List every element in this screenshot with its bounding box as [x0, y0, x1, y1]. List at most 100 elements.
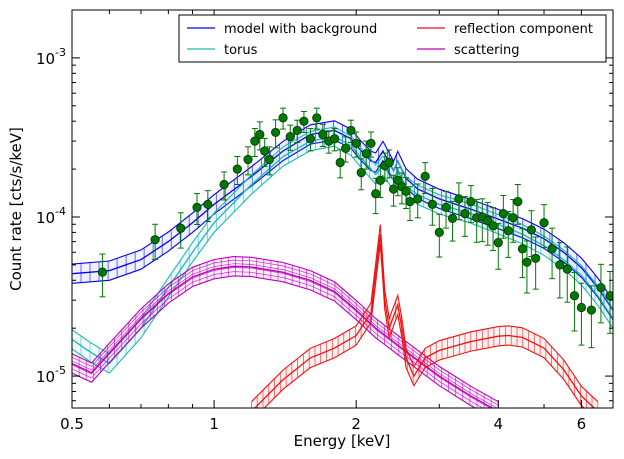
data-point: [508, 213, 518, 223]
data-point: [329, 134, 340, 144]
band-lower-reflection-component: [263, 243, 585, 408]
legend-label: model with background: [224, 22, 377, 37]
x-tick-label: 6: [577, 415, 587, 433]
legend-label: scattering: [454, 43, 520, 58]
data-point: [513, 196, 523, 207]
series-line-reflection-component: [253, 234, 596, 408]
x-tick-label: 1: [209, 415, 219, 433]
data-point: [586, 305, 597, 315]
error-bar: [607, 270, 613, 334]
x-tick-label: 0.5: [60, 415, 84, 433]
data-point: [371, 189, 381, 199]
data-point: [413, 194, 423, 204]
data-point: [285, 132, 295, 142]
data-point: [232, 164, 242, 174]
data-point: [203, 199, 213, 209]
series-line-torus: [72, 135, 613, 365]
hatch-row: [72, 263, 498, 408]
legend: model with background reflection componen…: [178, 14, 607, 63]
data-point: [576, 302, 586, 313]
data-point: [264, 154, 275, 165]
data-point: [243, 154, 253, 165]
data-point: [555, 260, 565, 270]
hatch-row: [72, 271, 484, 408]
data-point: [447, 213, 458, 223]
data-point: [420, 171, 430, 181]
band-upper-scattering: [72, 256, 499, 403]
y-tick-label: 10-3: [36, 46, 66, 68]
data-point: [346, 125, 356, 136]
x-tick-label: 4: [494, 415, 504, 433]
error-bar: [571, 271, 578, 332]
error-bar: [523, 240, 530, 294]
data-point: [427, 199, 437, 209]
data-point: [292, 125, 302, 136]
hatch-row: [72, 259, 499, 406]
data-point: [278, 113, 288, 123]
data-point: [219, 179, 229, 190]
data-point: [255, 129, 265, 140]
legend-label: reflection component: [454, 22, 593, 37]
data-point: [361, 149, 371, 159]
axis-ticks: [71, 10, 614, 408]
data-point: [384, 157, 394, 168]
data-point: [569, 291, 580, 301]
data-point: [97, 267, 108, 277]
observed-data-points: [97, 107, 613, 349]
data-point: [522, 257, 532, 267]
data-point: [401, 186, 411, 196]
data-point: [271, 127, 281, 138]
data-point: [526, 225, 536, 235]
data-point: [531, 253, 541, 263]
data-point: [488, 221, 498, 231]
axis-tick-labels: 0.5 1 2 4 6 10-5 10-4 10-3: [36, 46, 586, 433]
data-point: [312, 113, 322, 123]
data-point: [434, 227, 444, 238]
data-point: [441, 202, 451, 212]
data-point: [318, 129, 328, 140]
data-point: [299, 116, 309, 126]
data-point: [192, 202, 202, 212]
data-point: [493, 238, 503, 248]
error-bar: [564, 246, 571, 303]
data-point: [250, 136, 260, 146]
data-point: [596, 282, 606, 293]
x-axis-title: Energy [keV]: [294, 432, 391, 450]
y-tick-label: 10-4: [36, 205, 66, 227]
data-point: [356, 168, 366, 178]
y-tick-label: 10-5: [36, 364, 66, 386]
data-point: [466, 196, 476, 207]
series-scattering: [72, 256, 499, 408]
band-upper-reflection-component: [251, 224, 599, 403]
data-point: [547, 244, 557, 254]
data-point: [305, 134, 316, 144]
data-point: [260, 146, 270, 156]
data-point: [388, 184, 399, 194]
plot-content: [72, 107, 613, 408]
data-point: [176, 223, 186, 233]
data-point: [150, 235, 160, 245]
error-bar: [597, 263, 604, 324]
error-bar: [588, 285, 595, 349]
data-point: [454, 194, 464, 204]
data-point: [375, 175, 385, 185]
data-point: [503, 226, 513, 236]
data-point: [366, 138, 376, 149]
plot-frame: [71, 9, 614, 409]
error-bar: [532, 236, 539, 290]
legend-box: [178, 14, 607, 63]
data-point: [341, 143, 351, 153]
data-point: [460, 209, 470, 219]
data-point: [539, 218, 549, 228]
data-point: [405, 196, 415, 207]
x-tick-label: 2: [351, 415, 361, 433]
series-reflection-component: [251, 224, 599, 408]
legend-label: torus: [224, 43, 258, 58]
data-point: [351, 138, 361, 149]
data-point: [562, 264, 572, 274]
data-point: [517, 244, 528, 254]
data-point: [498, 209, 508, 219]
error-bar: [578, 282, 585, 346]
